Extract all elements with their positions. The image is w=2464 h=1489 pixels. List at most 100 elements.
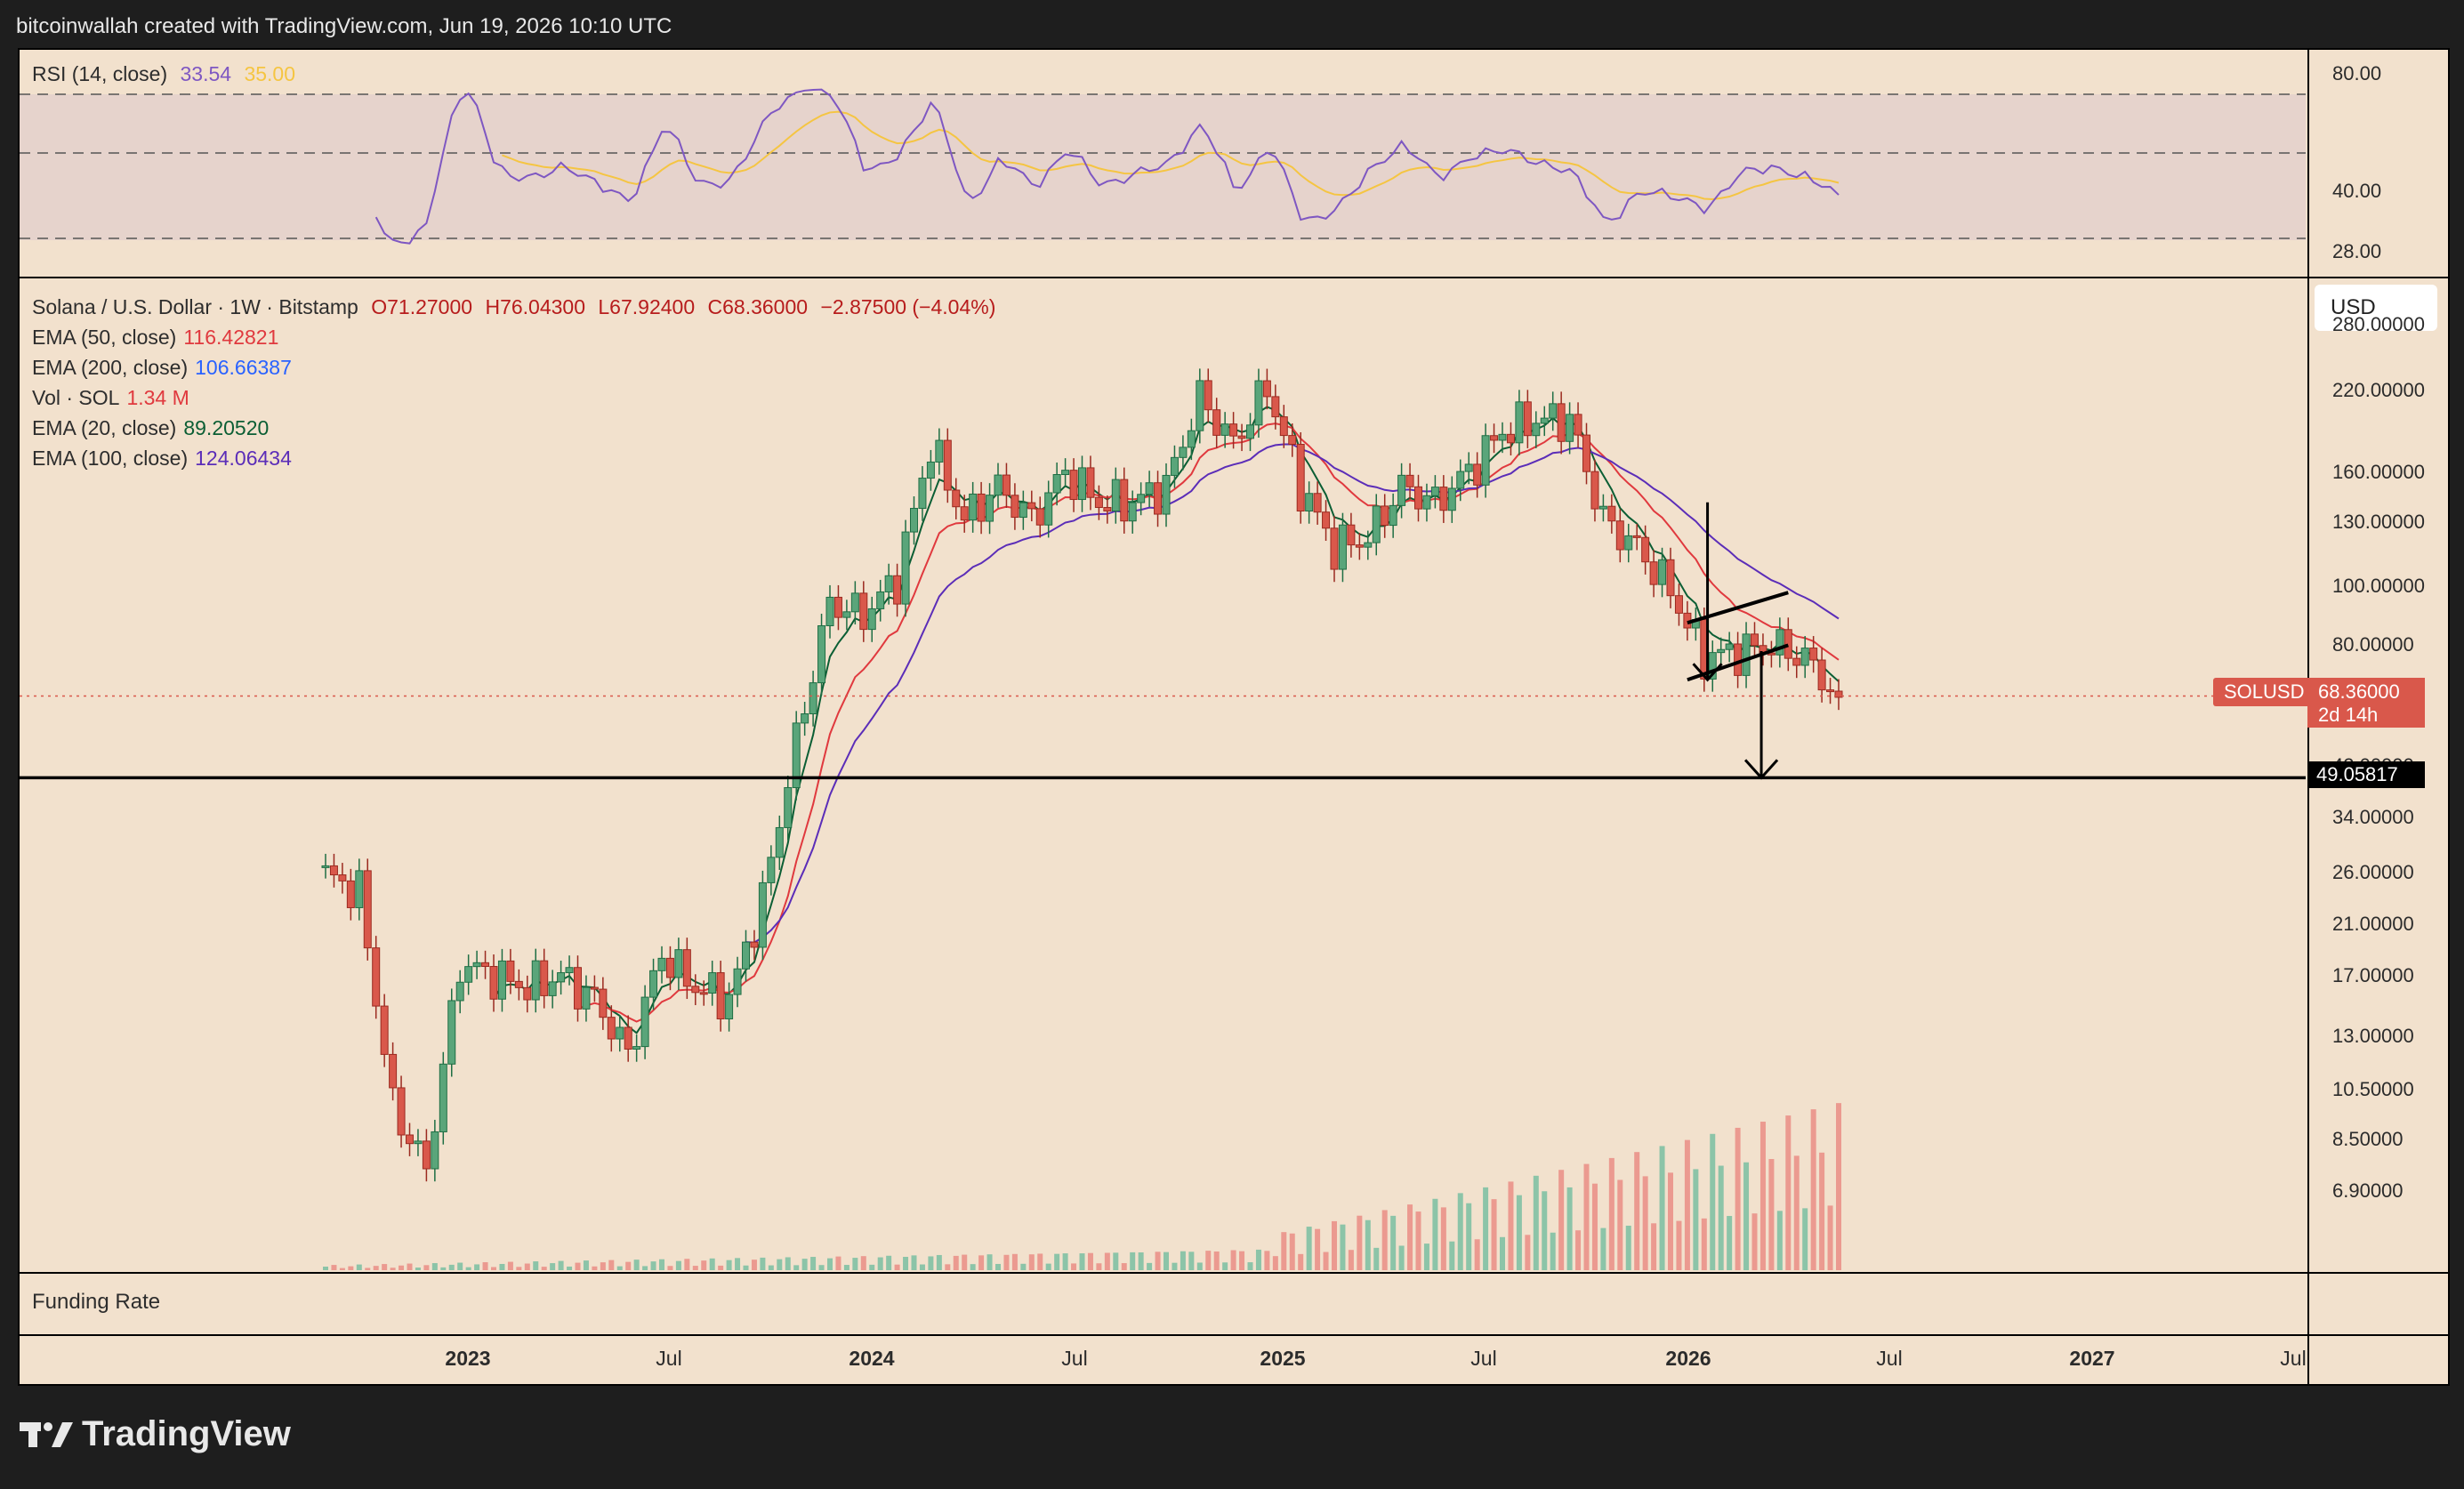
indicator-ema100[interactable]: EMA (100, close) 124.06434: [32, 443, 995, 473]
volume-bar: [1087, 1252, 1093, 1270]
time-tick: 2027: [2069, 1347, 2115, 1370]
volume-bar: [474, 1264, 480, 1270]
volume-bar: [1423, 1244, 1429, 1270]
volume-bar: [1558, 1170, 1565, 1270]
volume-bar: [1516, 1195, 1522, 1270]
volume-bar: [936, 1254, 942, 1270]
volume-bar: [1449, 1241, 1455, 1270]
candle-body: [1473, 463, 1482, 486]
candle-body: [489, 966, 498, 1000]
candle-body: [1649, 561, 1658, 585]
volume-bar: [810, 1257, 817, 1270]
indicator-ema20[interactable]: EMA (20, close) 89.20520: [32, 413, 995, 443]
candle-body: [1405, 474, 1414, 487]
indicator-volume[interactable]: Vol · SOL 1.34 M: [32, 382, 995, 413]
volume-bar: [1600, 1227, 1606, 1270]
volume-bar: [1180, 1251, 1186, 1270]
candle-body: [1330, 527, 1339, 570]
time-tick: 2026: [1665, 1347, 1711, 1370]
volume-bar: [1045, 1263, 1051, 1270]
symbol-price-tag: SOLUSD: [2213, 678, 2315, 706]
candle-body: [565, 967, 574, 974]
volume-bar: [886, 1255, 892, 1270]
volume-bar: [1138, 1252, 1144, 1270]
volume-bar: [1625, 1225, 1631, 1270]
candle-body: [850, 592, 859, 613]
volume-bar: [1566, 1187, 1573, 1270]
volume-bar: [718, 1265, 724, 1270]
candle-body: [329, 865, 338, 876]
candle-body: [842, 611, 851, 618]
volume-bar: [1785, 1115, 1792, 1270]
volume-bar: [1289, 1233, 1295, 1270]
volume-bar: [323, 1267, 328, 1270]
volume-bar: [415, 1268, 421, 1270]
volume-bar: [751, 1260, 757, 1270]
candle-body: [1641, 536, 1650, 563]
volume-bar: [1407, 1204, 1413, 1270]
volume-bar: [970, 1264, 976, 1270]
volume-bar: [835, 1256, 841, 1270]
volume-bar: [978, 1255, 985, 1270]
candle-body: [1834, 690, 1843, 698]
volume-bar: [1491, 1199, 1497, 1270]
indicator-ema200[interactable]: EMA (200, close) 106.66387: [32, 352, 995, 382]
candle-body: [548, 981, 557, 996]
time-tick: Jul: [656, 1347, 682, 1370]
volume-bar: [1147, 1262, 1153, 1270]
candle-body: [1364, 542, 1373, 548]
volume-bar: [986, 1254, 993, 1270]
candle-body: [455, 981, 464, 1002]
candle-body: [1229, 423, 1238, 437]
candle-body: [792, 722, 801, 788]
candle-body: [380, 1005, 389, 1055]
candle-body: [884, 575, 893, 592]
candle-body: [1187, 430, 1196, 448]
volume-bar: [1793, 1155, 1800, 1270]
candle-body: [497, 960, 506, 1000]
rsi-ma-value: 35.00: [244, 62, 296, 85]
volume-bar: [1415, 1211, 1421, 1270]
candle-body: [775, 826, 784, 858]
candle-body: [969, 493, 978, 521]
price-tick: 17.00000: [2332, 964, 2414, 986]
candle-body: [1422, 495, 1431, 510]
volume-bar: [903, 1256, 909, 1270]
candle-body: [1532, 423, 1541, 437]
candle-body: [1549, 403, 1558, 419]
candle-body: [682, 949, 691, 987]
candle-body: [1574, 414, 1582, 436]
candle-body: [918, 478, 927, 510]
candle-body: [1120, 479, 1129, 522]
pane-divider: [18, 277, 2448, 278]
volume-bar: [793, 1265, 800, 1270]
volume-bar: [650, 1261, 656, 1270]
volume-bar: [877, 1257, 883, 1270]
candle-body: [1196, 380, 1204, 431]
volume-bar: [1710, 1133, 1716, 1270]
ema100-line: [745, 443, 1840, 944]
currency-selector[interactable]: USD: [2315, 285, 2437, 331]
candle-body: [867, 608, 876, 631]
volume-bar: [1676, 1220, 1682, 1270]
candle-body: [531, 960, 540, 1001]
candle-body: [372, 947, 381, 1007]
candle-body: [960, 506, 969, 521]
ema50-line: [577, 423, 1840, 1023]
candle-body: [1271, 396, 1280, 418]
candle-body: [1506, 433, 1515, 444]
candle-body: [1094, 496, 1103, 509]
candle-body: [1212, 409, 1221, 436]
tradingview-logo[interactable]: TradingView: [20, 1414, 291, 1454]
pane-divider: [18, 1334, 2448, 1336]
volume-bar: [431, 1263, 438, 1270]
volume-bar: [945, 1264, 951, 1270]
volume-bar: [608, 1260, 615, 1270]
candle-body: [1078, 467, 1086, 501]
indicator-ema50[interactable]: EMA (50, close) 116.42821: [32, 322, 995, 352]
volume-bar: [1727, 1216, 1733, 1270]
volume-bar: [600, 1262, 606, 1270]
volume-bar: [642, 1266, 648, 1270]
ohlc-low: L67.92400: [598, 295, 696, 318]
candle-body: [1632, 535, 1641, 538]
